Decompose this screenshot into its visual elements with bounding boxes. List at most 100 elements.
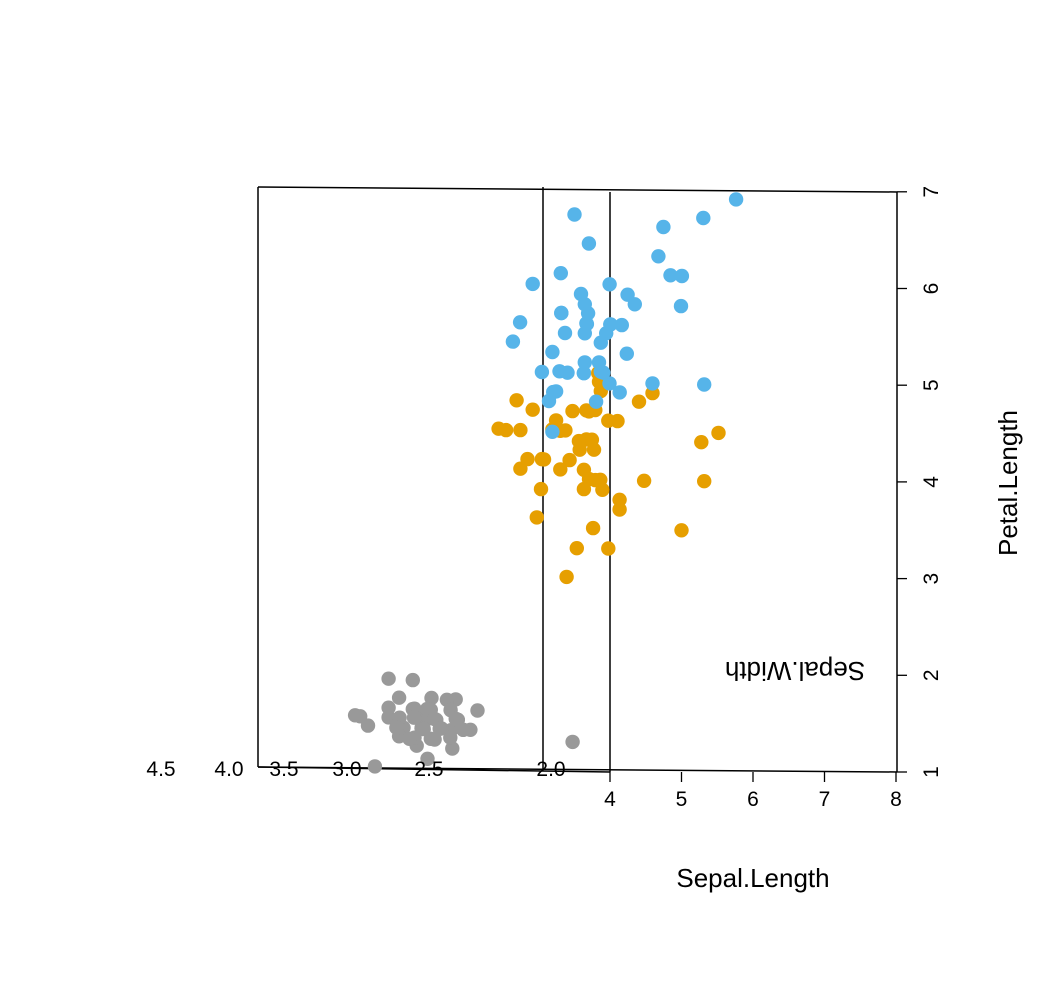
data-point: [529, 510, 544, 525]
z-tick-label: 4: [920, 476, 943, 488]
y-tick-label: 2.0: [536, 758, 565, 781]
data-point: [406, 710, 422, 725]
data-point: [391, 690, 407, 705]
data-point: [559, 569, 574, 585]
data-point: [505, 334, 521, 349]
data-point: [593, 472, 608, 487]
data-point: [402, 731, 417, 746]
data-point: [572, 442, 587, 457]
data-point: [558, 423, 573, 438]
data-point: [576, 365, 592, 381]
data-point: [541, 393, 557, 409]
data-point: [663, 268, 678, 283]
data-point: [553, 462, 568, 477]
data-point: [584, 432, 600, 447]
data-point: [645, 376, 660, 391]
data-point: [651, 249, 666, 264]
data-point: [533, 481, 549, 497]
data-point: [520, 451, 535, 467]
data-point: [536, 452, 552, 467]
data-point: [602, 277, 617, 292]
data-point: [562, 452, 577, 468]
data-point: [525, 402, 540, 417]
x-axis-title: Sepal.Length: [676, 863, 829, 893]
z-tick-label: 3: [920, 573, 943, 585]
data-point: [601, 541, 616, 556]
data-point: [612, 502, 627, 517]
data-point: [381, 671, 396, 686]
data-point: [694, 435, 709, 450]
data-point: [579, 316, 594, 331]
data-point: [656, 219, 671, 235]
y-tick-label: 3.0: [332, 758, 361, 781]
data-point: [697, 474, 712, 489]
data-point: [512, 315, 528, 330]
data-point: [573, 286, 589, 302]
data-point: [565, 403, 580, 419]
y-tick-label: 2.5: [414, 758, 443, 781]
z-tick-label: 7: [920, 186, 943, 198]
data-point: [593, 335, 608, 350]
data-point: [443, 730, 458, 745]
data-point: [534, 364, 550, 380]
data-point: [456, 722, 471, 737]
data-point: [491, 421, 506, 436]
data-point: [427, 732, 442, 747]
data-point: [470, 703, 485, 718]
data-point: [602, 376, 617, 391]
data-point: [612, 385, 627, 400]
data-point: [674, 268, 690, 284]
data-point: [381, 700, 396, 715]
data-point: [569, 541, 584, 556]
data-point: [554, 305, 569, 321]
data-point: [728, 192, 744, 207]
data-point: [367, 759, 383, 774]
box-edge: [257, 766, 611, 773]
data-point: [553, 266, 568, 281]
data-point: [576, 481, 592, 497]
data-point: [557, 325, 573, 341]
data-point: [424, 690, 439, 706]
data-point: [601, 413, 616, 428]
data-point: [560, 365, 575, 380]
x-tick-label: 6: [747, 788, 759, 811]
data-point: [360, 718, 376, 733]
z-tick-label: 2: [920, 669, 943, 681]
data-point: [405, 672, 420, 688]
data-point: [581, 236, 597, 251]
data-point: [567, 207, 582, 222]
data-point: [548, 413, 564, 428]
data-point: [416, 721, 431, 737]
data-point: [614, 317, 629, 333]
x-tick-label: 4: [604, 788, 616, 811]
data-point: [619, 346, 634, 361]
data-point: [636, 473, 652, 488]
data-point: [389, 720, 404, 735]
data-point: [591, 355, 607, 370]
axis-labels: Sepal.Length Sepal.Width Petal.Length: [676, 410, 1023, 893]
data-point: [711, 425, 726, 441]
data-point: [585, 520, 601, 536]
data-point: [432, 721, 447, 736]
data-point: [588, 394, 604, 409]
data-point: [603, 317, 618, 332]
x-tick-label: 8: [890, 788, 902, 811]
data-points: [347, 192, 744, 774]
data-point: [673, 298, 689, 314]
z-tick-label: 5: [920, 379, 943, 391]
data-point: [696, 210, 711, 226]
data-point: [627, 297, 642, 312]
data-point: [565, 734, 580, 750]
data-point: [420, 751, 435, 766]
data-point: [577, 355, 592, 370]
data-point: [579, 403, 594, 418]
axes: 4 5 6 7 8 1 2 3 4 5 6 7 2.0 2.5 3.0 3.5 4.0 4.5: [146, 186, 943, 811]
data-point: [525, 276, 540, 292]
data-point: [509, 393, 524, 408]
data-point: [545, 344, 560, 360]
data-point: [631, 394, 647, 409]
data-point: [513, 422, 528, 438]
x-tick-label: 5: [676, 788, 688, 811]
y-tick-label: 4.5: [146, 758, 175, 781]
